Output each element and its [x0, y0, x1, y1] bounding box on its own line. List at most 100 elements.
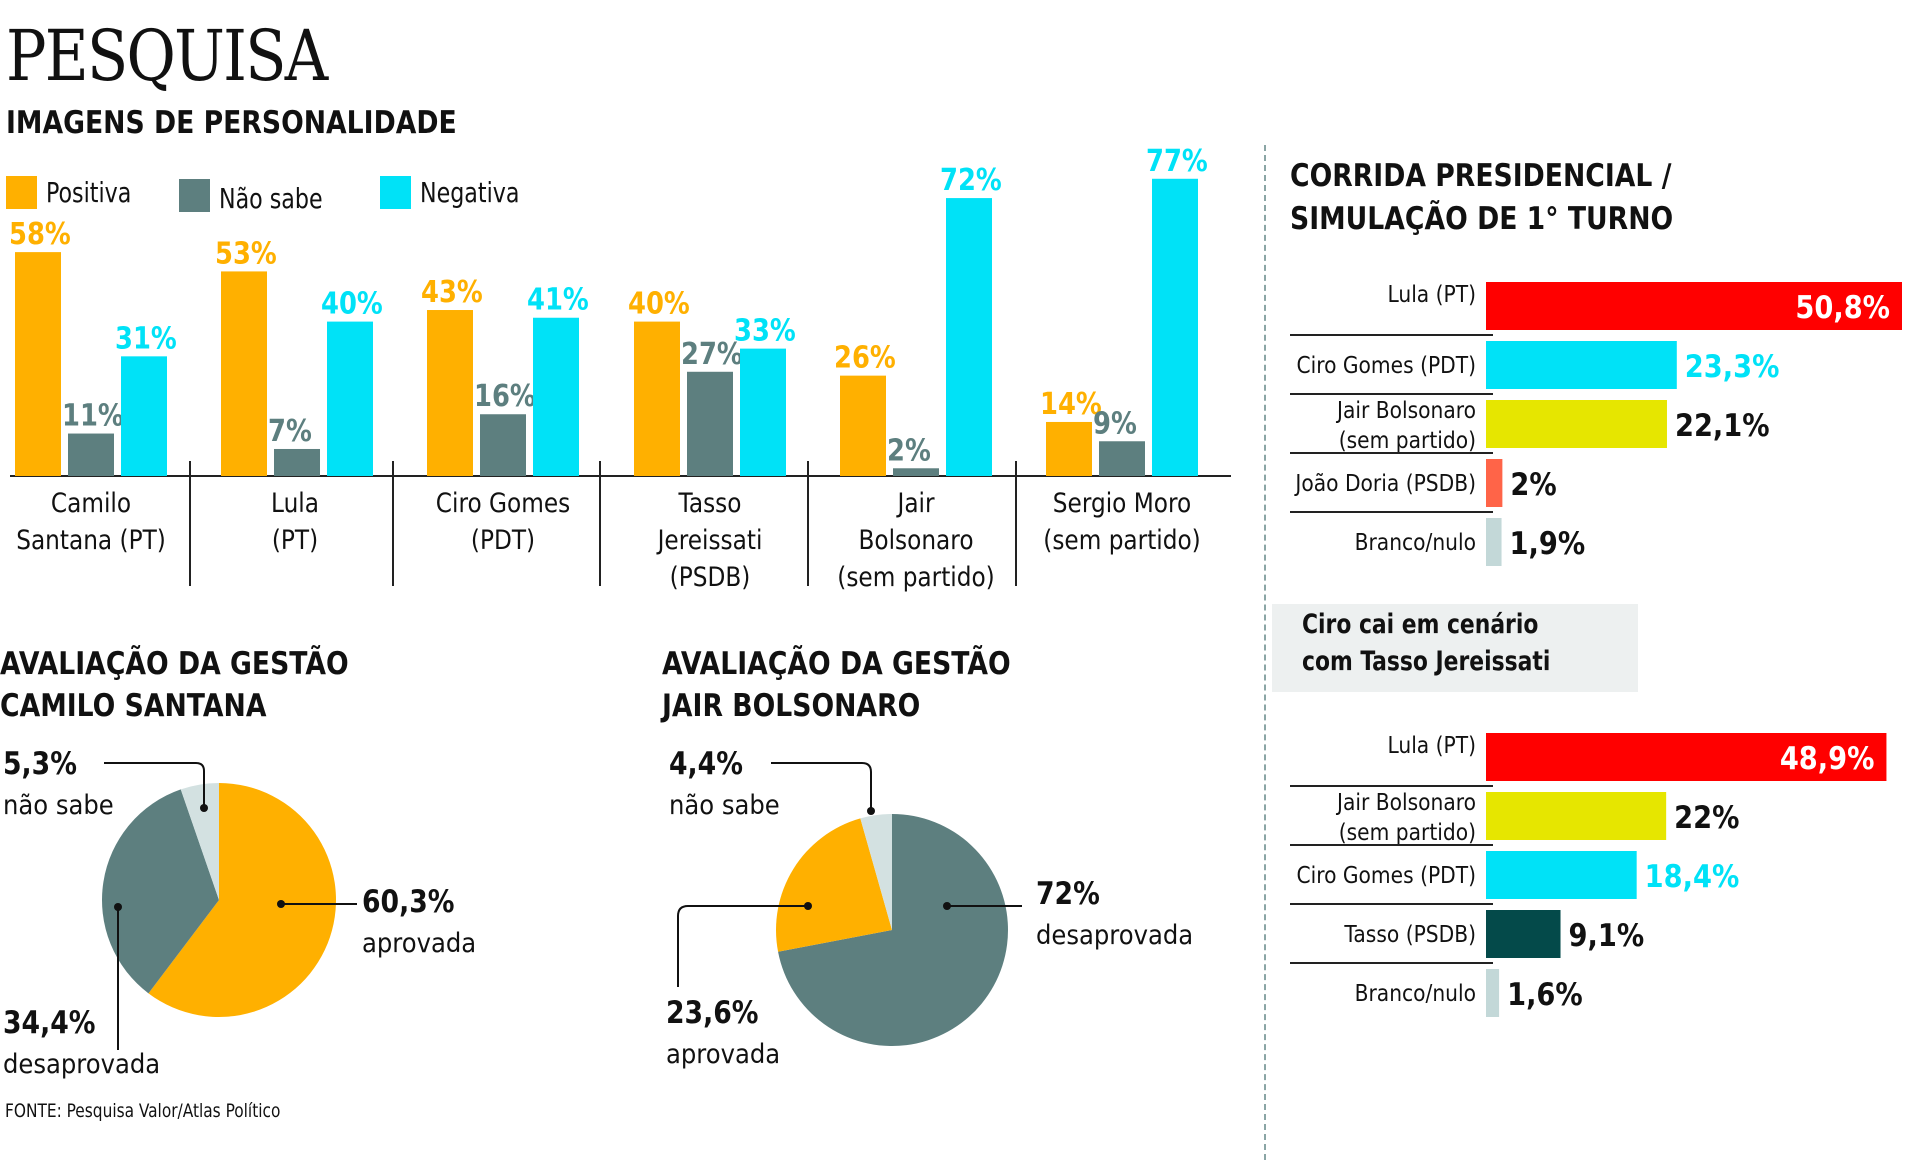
leader-dot — [943, 902, 951, 910]
category-label: Lula — [271, 487, 319, 518]
category-label: (PDT) — [471, 524, 535, 555]
leader-dot — [804, 902, 812, 910]
hbar-value-label: 1,6% — [1507, 976, 1583, 1012]
legend-swatch-positive — [6, 176, 37, 209]
camilo-approved-label: aprovada — [362, 928, 476, 960]
pie-slice-não-sabe — [180, 783, 219, 900]
hbar-bolsonaro — [1486, 400, 1667, 448]
hbar-value-label: 50,8% — [1795, 289, 1890, 325]
race-title-line-2: SIMULAÇÃO DE 1° TURNO — [1290, 201, 1674, 237]
bolsonaro-disapproved-value: 72% — [1036, 875, 1100, 911]
pie-slice-desaprovada — [778, 814, 1009, 1046]
camilo-unknown-value: 5,3% — [3, 745, 77, 781]
hbar-lula — [1486, 733, 1887, 781]
bolsonaro-pie-title-line-1: AVALIAÇÃO DA GESTÃO — [662, 646, 1011, 682]
bolsonaro-pie-title-line-2: JAIR BOLSONARO — [662, 688, 921, 724]
bar-negative — [533, 317, 579, 476]
camilo-pie-title-line-1: AVALIAÇÃO DA GESTÃO — [0, 646, 349, 682]
category-label: Sergio Moro — [1053, 487, 1191, 518]
bar-value-label: 27% — [681, 336, 743, 371]
bar-positive — [634, 321, 680, 476]
scenario-note-text: Ciro cai em cenário com Tasso Jereissati — [1302, 606, 1550, 680]
bar-unknown — [480, 414, 526, 476]
personality-chart-title: IMAGENS DE PERSONALIDADE — [6, 105, 457, 141]
leader-line — [771, 762, 872, 811]
pie-slice-não-sabe — [860, 814, 892, 930]
category-label: Jair — [896, 487, 936, 518]
bar-value-label: 14% — [1040, 386, 1102, 421]
bolsonaro-approved-label: aprovada — [666, 1039, 780, 1071]
hbar-value-label: 9,1% — [1569, 917, 1645, 953]
race-scenario-2-chart: Lula (PT) 48,9% Jair Bolsonaro (sem partido… — [1290, 733, 1887, 1017]
hbar-blank — [1486, 518, 1502, 566]
category-label: (sem partido) — [837, 561, 994, 592]
hbar-value-label: 22% — [1674, 799, 1739, 835]
bar-positive — [840, 375, 886, 476]
bolsonaro-approved-value: 23,6% — [666, 994, 759, 1030]
hbar-value-label: 48,9% — [1780, 740, 1875, 776]
bar-positive — [221, 271, 267, 476]
category-label: Santana (PT) — [16, 524, 166, 555]
hbar-value-label: 22,1% — [1675, 407, 1770, 443]
hbar-lula — [1486, 282, 1902, 330]
bar-value-label: 40% — [321, 286, 383, 321]
hbar-row-label: Jair Bolsonaro — [1335, 398, 1476, 425]
legend-label: Positiva — [46, 176, 132, 209]
bar-value-label: 53% — [215, 236, 277, 271]
legend-swatch-unknown — [179, 179, 210, 212]
bar-value-label: 31% — [115, 320, 177, 355]
leader-line — [677, 905, 808, 987]
bar-value-label: 43% — [421, 274, 483, 309]
hbar-value-label: 2% — [1510, 466, 1556, 502]
hbar-row-label: Lula (PT) — [1387, 733, 1476, 760]
hbar-row-label: (sem partido) — [1339, 428, 1476, 455]
bar-unknown — [68, 433, 114, 476]
category-label: Tasso — [678, 487, 742, 518]
hbar-row-label: João Doria (PSDB) — [1294, 471, 1476, 498]
leader-dot — [277, 900, 285, 908]
bar-value-label: 33% — [734, 313, 796, 348]
leader-dot — [200, 804, 208, 812]
camilo-pie-title-line-2: CAMILO SANTANA — [0, 688, 267, 724]
bar-unknown — [274, 448, 320, 476]
hbar-row-label: Lula (PT) — [1387, 282, 1476, 309]
legend-item-unknown: Não sabe — [179, 176, 337, 215]
source-note: FONTE: Pesquisa Valor/Atlas Político — [5, 1100, 281, 1122]
bar-negative — [946, 198, 992, 476]
bar-value-label: 16% — [474, 378, 536, 413]
category-label: (PSDB) — [670, 561, 751, 592]
page-title: PESQUISA — [6, 15, 328, 97]
hbar-row-label: Ciro Gomes (PDT) — [1296, 863, 1476, 890]
scenario-note-line-1: Ciro cai em cenário — [1302, 609, 1539, 640]
pie-slice-aprovada — [148, 783, 336, 1017]
bar-value-label: 40% — [628, 286, 690, 321]
bar-value-label: 2% — [887, 432, 931, 467]
pie-slice-aprovada — [776, 818, 892, 952]
leader-line — [104, 762, 205, 808]
hbar-row-label: Branco/nulo — [1355, 981, 1476, 1008]
pie-slice-desaprovada — [101, 789, 219, 994]
hbar-doria — [1486, 459, 1503, 507]
bar-value-label: 58% — [9, 216, 71, 251]
bar-negative — [740, 348, 786, 476]
bolsonaro-unknown-value: 4,4% — [669, 745, 743, 781]
hbar-blank — [1486, 969, 1500, 1017]
bar-unknown — [893, 468, 939, 476]
bar-negative — [327, 321, 373, 476]
bolsonaro-unknown-label: não sabe — [669, 790, 780, 822]
bar-negative — [1152, 178, 1198, 476]
hbar-value-label: 23,3% — [1685, 348, 1780, 384]
camilo-disapproved-label: desaprovada — [3, 1049, 160, 1081]
section-divider — [1264, 145, 1266, 1160]
bar-unknown — [687, 371, 733, 476]
leader-dot — [114, 903, 122, 911]
category-label: Camilo — [51, 487, 131, 518]
hbar-row-label: Tasso (PSDB) — [1343, 922, 1476, 949]
bar-value-label: 11% — [62, 398, 124, 433]
hbar-value-label: 18,4% — [1645, 858, 1740, 894]
hbar-negative — [1486, 341, 1677, 389]
personality-bar-chart: 58% 11% 31% Camilo Santana (PT) 53% 7% 40% Lula (… — [9, 143, 1231, 592]
scenario-note-box — [1272, 604, 1638, 692]
bar-positive — [15, 252, 61, 476]
approval-pie-charts: 5,3% não sabe 60,3% aprovada 34,4% desaprovad… — [3, 745, 1193, 1081]
